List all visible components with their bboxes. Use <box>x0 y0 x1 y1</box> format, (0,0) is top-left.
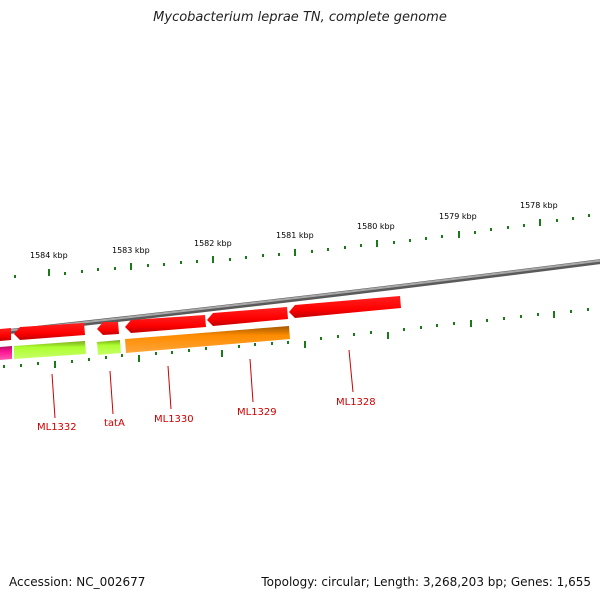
gene-label-ml1330: ML1330 <box>154 414 194 425</box>
gene-feature-forward <box>97 322 119 335</box>
gene-feature-forward <box>125 315 206 333</box>
gene-feature-reverse <box>14 341 86 359</box>
gene-feature-reverse <box>97 340 121 355</box>
scale-label-1579: 1579 kbp <box>439 212 477 221</box>
gene-feature-reverse <box>125 326 290 353</box>
scale-labels: 1584 kbp 1583 kbp 1582 kbp 1581 kbp 1580… <box>30 201 558 260</box>
inner-scale-ticks <box>3 308 589 368</box>
gene-feature-forward <box>207 307 288 326</box>
accession-text: Accession: NC_002677 <box>9 575 146 589</box>
scale-label-1582: 1582 kbp <box>194 239 232 248</box>
gene-feature-forward <box>289 296 401 318</box>
gene-label-ml1332: ML1332 <box>37 422 77 433</box>
scale-label-1580: 1580 kbp <box>357 222 395 231</box>
scale-label-1581: 1581 kbp <box>276 231 314 240</box>
gene-labels: ML1332 tatA ML1330 ML1329 ML1328 <box>37 397 376 433</box>
scale-label-1584: 1584 kbp <box>30 251 68 260</box>
gene-label-ml1328: ML1328 <box>336 397 376 408</box>
genome-title: Mycobacterium leprae TN, complete genome <box>153 10 447 25</box>
genome-summary-text: Topology: circular; Length: 3,268,203 bp… <box>261 575 591 589</box>
outer-scale-ticks <box>14 214 590 278</box>
gene-feature-reverse <box>0 346 12 360</box>
scale-label-1578: 1578 kbp <box>520 201 558 210</box>
gene-label-leaders <box>51 349 354 419</box>
gene-feature-forward <box>14 323 85 340</box>
reverse-strand-genes <box>0 326 290 360</box>
gene-label-tata: tatA <box>104 418 125 429</box>
gene-feature-forward <box>0 328 11 341</box>
genome-backbone <box>0 259 600 335</box>
gene-label-ml1329: ML1329 <box>237 407 277 418</box>
scale-label-1583: 1583 kbp <box>112 246 150 255</box>
forward-strand-genes <box>0 296 401 341</box>
